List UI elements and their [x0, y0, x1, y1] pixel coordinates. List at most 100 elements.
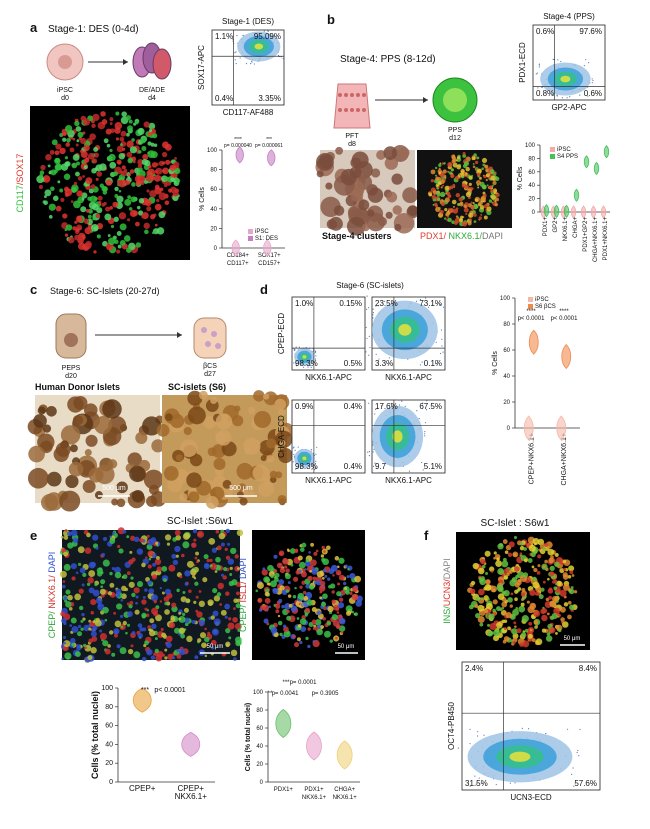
x-tick-label: PDX1+GP2+ — [583, 217, 589, 252]
cell — [377, 216, 388, 227]
cell — [55, 143, 62, 150]
cell — [350, 108, 354, 112]
cell — [334, 556, 340, 561]
cell — [507, 552, 513, 558]
cell — [232, 616, 238, 623]
cell — [483, 215, 488, 220]
cell — [107, 234, 111, 237]
cell — [128, 173, 131, 177]
cell — [488, 199, 493, 203]
cell — [86, 532, 91, 538]
quadrant-label: 8.4% — [579, 664, 597, 673]
cell — [64, 188, 73, 197]
cell — [229, 573, 233, 576]
cell — [111, 652, 116, 657]
cell — [161, 591, 165, 595]
cell — [435, 206, 441, 212]
cell — [143, 222, 150, 229]
quadrant-label: 1.1% — [215, 32, 233, 41]
cell — [138, 198, 145, 204]
cell — [119, 647, 127, 655]
cell — [75, 143, 79, 147]
legend-swatch — [550, 154, 555, 159]
cell — [302, 568, 306, 572]
arrow-head — [177, 332, 182, 338]
violin — [267, 149, 276, 167]
cell — [558, 628, 562, 633]
cell — [172, 190, 179, 197]
cell — [70, 617, 77, 624]
cell — [529, 628, 533, 632]
cell — [448, 207, 455, 214]
cell — [89, 133, 96, 141]
cell — [204, 654, 208, 658]
y-tick-label: 0 — [532, 210, 536, 216]
cell — [532, 537, 540, 545]
cell — [347, 567, 350, 571]
cell — [228, 636, 232, 640]
cell — [149, 618, 155, 624]
y-tick-label: 60 — [210, 187, 217, 193]
cell — [573, 590, 578, 594]
cell — [501, 560, 509, 568]
cell — [545, 635, 553, 642]
cell — [107, 644, 111, 648]
cell — [309, 569, 312, 573]
event — [315, 460, 317, 462]
cell — [530, 551, 536, 558]
cell — [63, 596, 68, 601]
cell — [38, 185, 43, 190]
cell — [205, 496, 219, 509]
cell — [567, 614, 572, 620]
cell — [512, 640, 516, 645]
cell — [44, 195, 47, 199]
cell — [145, 613, 150, 618]
event — [442, 351, 444, 353]
cell — [100, 585, 104, 589]
event — [592, 79, 594, 82]
cell — [125, 115, 132, 121]
cell — [76, 215, 81, 221]
cell — [407, 205, 419, 216]
quadrant-label: 98.3% — [295, 462, 318, 471]
cell — [102, 536, 108, 542]
cell — [188, 589, 192, 593]
cell — [144, 588, 148, 592]
cell — [316, 570, 324, 578]
cell — [108, 416, 127, 435]
cell — [460, 215, 464, 219]
cell — [156, 555, 160, 560]
cell — [78, 562, 82, 566]
cell — [122, 620, 127, 626]
cell — [212, 610, 219, 617]
cell — [277, 620, 283, 626]
violin — [336, 740, 353, 770]
cell — [362, 93, 366, 97]
cell — [361, 223, 370, 232]
cell — [109, 148, 113, 153]
cell — [278, 579, 285, 585]
cell — [100, 571, 104, 575]
quadrant-label: 98.3% — [295, 359, 318, 368]
cell — [59, 570, 67, 578]
cell — [448, 171, 453, 175]
cell — [472, 165, 476, 169]
cell — [495, 622, 503, 629]
y-tick-label: 100 — [207, 148, 218, 154]
event — [495, 783, 497, 786]
cell — [345, 605, 353, 613]
cell — [493, 551, 497, 555]
event — [234, 51, 236, 54]
cell — [431, 194, 437, 200]
cell — [139, 627, 144, 632]
x-axis-label: UCN3-ECD — [510, 793, 552, 802]
scale-bar-label: 50 μm — [564, 636, 581, 642]
cell — [126, 151, 133, 158]
cell — [535, 625, 539, 629]
cell — [526, 600, 530, 604]
cell — [490, 175, 496, 181]
cell — [391, 173, 403, 185]
cell — [78, 605, 84, 611]
stain-label: CD117/SOX17 — [15, 154, 25, 213]
cell — [284, 573, 291, 580]
